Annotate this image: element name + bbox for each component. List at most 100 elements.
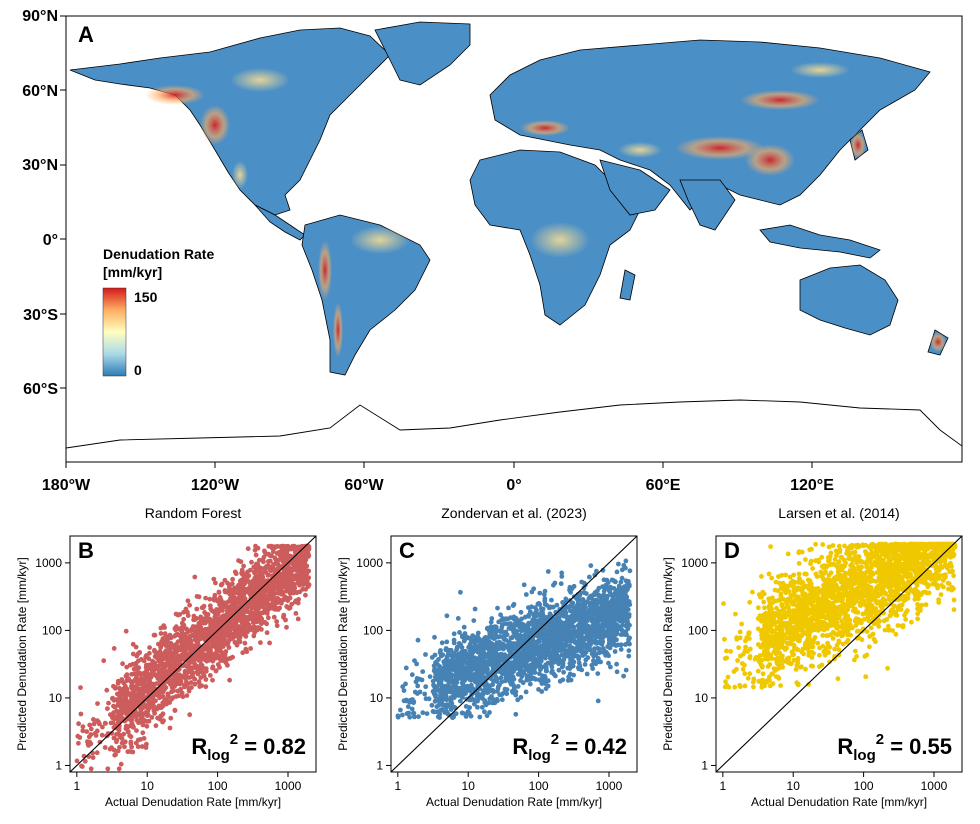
scatter-point — [537, 662, 543, 668]
scatter-point — [199, 605, 205, 611]
y-tick-label: 100 — [363, 623, 383, 637]
scatter-point — [125, 712, 130, 718]
scatter-point — [306, 582, 312, 588]
scatter-point — [82, 758, 88, 764]
scatter-point — [459, 633, 465, 639]
scatter-point — [550, 618, 556, 624]
scatter-point — [277, 605, 282, 611]
scatter-point — [279, 578, 285, 584]
scatter-point — [409, 672, 415, 678]
scatter-point — [571, 672, 576, 678]
scatter-point — [297, 563, 303, 569]
scatter-point — [189, 685, 194, 690]
scatter-point — [197, 684, 203, 689]
scatter-point — [148, 675, 154, 680]
scatter-points — [721, 541, 958, 690]
scatter-point — [256, 596, 262, 601]
scatter-point — [600, 584, 605, 590]
scatter-point — [558, 619, 563, 624]
scatter-point — [139, 676, 145, 682]
scatter-point — [610, 642, 616, 647]
scatter-point — [451, 631, 457, 637]
scatter-point — [544, 602, 550, 608]
scatter-point — [424, 711, 430, 716]
scatter-point — [221, 650, 227, 656]
scatter-point — [245, 622, 251, 627]
scatter-point — [136, 665, 142, 671]
scatter-point — [556, 654, 562, 660]
scatter-point — [198, 616, 204, 622]
scatter-point — [173, 675, 179, 680]
scatter-point — [560, 659, 566, 664]
lat-label-30s: 30°S — [23, 307, 58, 324]
scatter-point — [513, 665, 519, 671]
scatter-point — [172, 708, 178, 713]
scatter-point — [619, 567, 625, 573]
scatter-point — [157, 654, 163, 660]
scatter-point — [197, 648, 203, 654]
scatter-point — [130, 714, 135, 720]
scatter-point — [441, 684, 447, 690]
scatter-point — [620, 622, 626, 628]
scatter-point — [186, 688, 192, 694]
scatter-point — [266, 543, 272, 549]
scatter-point — [112, 704, 118, 710]
scatter-point — [117, 744, 122, 750]
map-legend: Denudation Rate [mm/kyr] 150 0 — [102, 246, 214, 378]
scatter-point — [90, 755, 96, 760]
scatter-point — [518, 609, 524, 615]
scatter-point — [488, 619, 494, 625]
scatter-point — [164, 701, 169, 707]
scatter-point — [601, 616, 607, 622]
scatter-point — [543, 662, 549, 668]
scatter-point — [130, 703, 135, 708]
scatter-point — [516, 635, 521, 641]
scatter-point — [129, 708, 135, 714]
scatter-point — [627, 602, 633, 607]
scatter-point — [573, 617, 579, 623]
scatter-point — [445, 663, 450, 669]
r2-annotation: Rlog2 = 0.42 — [512, 731, 627, 764]
scatter-point — [243, 646, 249, 652]
scatter-point — [187, 642, 193, 648]
scatter-point — [607, 627, 613, 633]
scatter-point — [585, 655, 591, 661]
scatter-point — [76, 740, 81, 746]
scatter-point — [504, 687, 510, 692]
scatter-point — [546, 639, 552, 645]
scatter-point — [140, 730, 146, 736]
scatter-point — [437, 715, 442, 720]
scatter-point — [529, 589, 535, 595]
scatter-point — [149, 715, 155, 720]
scatter-point — [97, 721, 102, 727]
scatter-point — [262, 565, 268, 571]
scatter-point — [543, 629, 549, 634]
scatter-point — [150, 699, 156, 704]
scatter-point — [566, 674, 572, 680]
lon-label-180w: 180°W — [42, 477, 91, 494]
scatter-point — [463, 704, 469, 709]
scatter-point — [218, 597, 224, 603]
scatter-point — [479, 704, 485, 710]
scatter-point — [446, 650, 451, 656]
scatter-point — [469, 665, 475, 671]
scatter-point — [102, 720, 108, 726]
scatter-point — [557, 606, 563, 612]
scatter-point — [487, 710, 492, 715]
scatter-point — [868, 625, 874, 631]
scatter-point — [181, 652, 186, 658]
scatter-point — [455, 616, 461, 621]
scatter-point — [127, 749, 133, 754]
scatter-point — [129, 671, 135, 677]
scatter-point — [477, 639, 483, 645]
scatter-point — [546, 632, 552, 638]
scatter-point — [549, 668, 555, 674]
one-to-one-line — [390, 535, 638, 773]
scatter-point — [185, 629, 191, 635]
scatter-point — [227, 677, 233, 683]
scatter-point — [618, 616, 624, 622]
scatter-point — [248, 646, 254, 651]
legend-min-label: 0 — [134, 362, 142, 378]
scatter-point — [211, 619, 217, 625]
scatter-point — [84, 729, 90, 734]
